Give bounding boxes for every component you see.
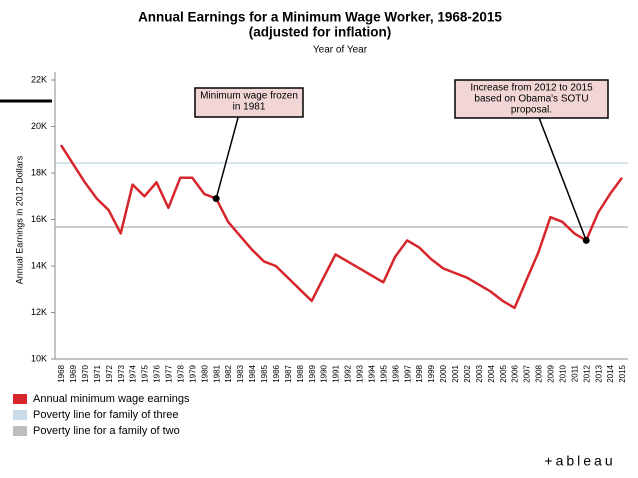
legend-swatch [13, 394, 27, 404]
x-tick-label: 1983 [236, 364, 245, 382]
x-tick-label: 2004 [487, 364, 496, 382]
annotation-leader [538, 117, 587, 241]
annotation-text: proposal. [511, 105, 552, 116]
x-tick-label: 2008 [535, 364, 544, 382]
x-tick-label: 1986 [272, 364, 281, 382]
x-tick-label: 2013 [594, 364, 603, 382]
y-tick-label: 16K [31, 214, 47, 224]
x-tick-label: 2005 [499, 364, 508, 382]
annotation-text: Minimum wage frozen [200, 91, 298, 102]
x-tick-label: 1998 [415, 364, 424, 382]
x-tick-label: 1978 [176, 364, 185, 382]
x-tick-label: 1977 [165, 364, 174, 382]
x-tick-label: 2002 [463, 364, 472, 382]
brand-logo: +ableau [544, 453, 615, 469]
x-tick-label: 1970 [81, 364, 90, 382]
x-tick-label: 1985 [260, 364, 269, 382]
legend-label: Poverty line for family of three [33, 409, 179, 421]
y-tick-label: 18K [31, 167, 47, 177]
x-tick-label: 1996 [391, 364, 400, 382]
legend-swatch [13, 410, 27, 420]
x-tick-label: 1968 [57, 364, 66, 382]
x-tick-label: 1988 [296, 364, 305, 382]
x-tick-label: 2003 [475, 364, 484, 382]
x-tick-label: 1999 [427, 364, 436, 382]
legend-label: Annual minimum wage earnings [33, 393, 190, 405]
legend-swatch [13, 426, 27, 436]
x-tick-label: 1971 [93, 364, 102, 382]
y-axis-label: Annual Earnings in 2012 Dollars [14, 155, 24, 284]
y-tick-label: 14K [31, 260, 47, 270]
x-tick-label: 2014 [606, 364, 615, 382]
x-tick-label: 2011 [570, 364, 579, 382]
x-tick-label: 2010 [558, 364, 567, 382]
x-tick-label: 2009 [547, 364, 556, 382]
y-tick-label: 22K [31, 74, 47, 84]
x-tick-label: 1997 [403, 364, 412, 382]
x-tick-label: 1980 [200, 364, 209, 382]
x-tick-label: 2006 [511, 364, 520, 382]
x-tick-label: 1993 [356, 364, 365, 382]
x-tick-label: 1981 [212, 364, 221, 382]
x-tick-label: 2001 [451, 364, 460, 382]
x-tick-label: 1974 [129, 364, 138, 382]
x-tick-label: 1987 [284, 364, 293, 382]
x-tick-label: 1991 [332, 364, 341, 382]
annotation-text: based on Obama's SOTU [474, 94, 588, 105]
y-tick-label: 20K [31, 121, 47, 131]
annotation-box [454, 79, 609, 119]
x-tick-label: 1984 [248, 364, 257, 382]
x-tick-label: 1994 [367, 364, 376, 382]
x-tick-label: 1995 [379, 364, 388, 382]
chart-title: Annual Earnings for a Minimum Wage Worke… [138, 10, 502, 25]
x-tick-label: 2015 [618, 364, 627, 382]
y-tick-label: 12K [31, 307, 47, 317]
legend-label: Poverty line for a family of two [33, 425, 180, 437]
annotation-point [582, 236, 590, 244]
annotation-box [194, 87, 304, 118]
x-tick-label: 1979 [188, 364, 197, 382]
x-tick-label: 2012 [582, 364, 591, 382]
annotation-text: Increase from 2012 to 2015 [470, 83, 593, 94]
x-tick-label: 1982 [224, 364, 233, 382]
x-tick-label: 1969 [69, 364, 78, 382]
annotation-leader [215, 116, 239, 199]
chart-subtitle: (adjusted for inflation) [249, 25, 392, 40]
x-tick-label: 2007 [523, 364, 532, 382]
x-tick-label: 1990 [320, 364, 329, 382]
x-tick-label: 1989 [308, 364, 317, 382]
data-line [59, 144, 624, 310]
x-tick-label: 1972 [105, 364, 114, 382]
annotation-point [212, 195, 220, 203]
x-tick-label: 1973 [117, 364, 126, 382]
x-axis-label: Year of Year [313, 45, 368, 56]
x-tick-label: 1992 [344, 364, 353, 382]
x-tick-label: 1976 [153, 364, 162, 382]
annotation-text: in 1981 [233, 102, 266, 113]
x-tick-label: 1975 [141, 364, 150, 382]
y-tick-label: 10K [31, 353, 47, 363]
x-tick-label: 2000 [439, 364, 448, 382]
